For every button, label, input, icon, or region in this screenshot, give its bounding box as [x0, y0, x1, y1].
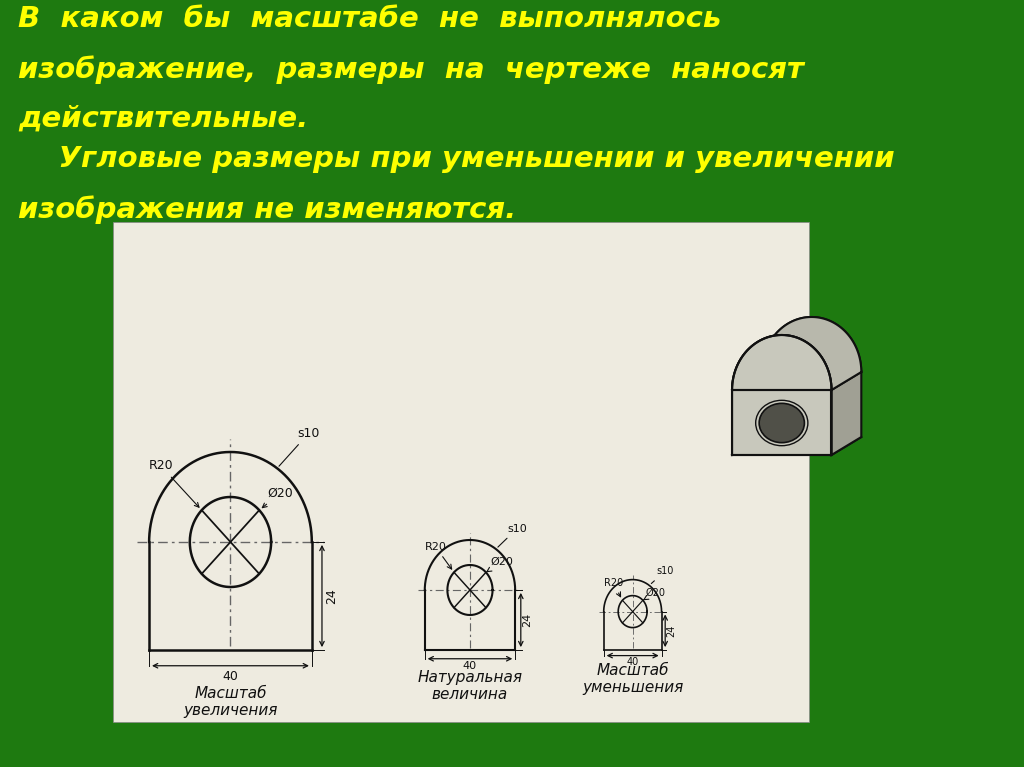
- Text: Угловые размеры при уменьшении и увеличении: Угловые размеры при уменьшении и увеличе…: [18, 145, 895, 173]
- Text: Масштаб
увеличения: Масштаб увеличения: [183, 686, 278, 719]
- Text: 40: 40: [463, 661, 477, 671]
- Text: действительные.: действительные.: [18, 105, 308, 133]
- Ellipse shape: [759, 403, 805, 443]
- Text: 24: 24: [667, 624, 676, 637]
- Text: 40: 40: [627, 657, 639, 667]
- Text: R20: R20: [603, 578, 623, 597]
- Text: s10: s10: [498, 524, 527, 547]
- Bar: [113, 222, 809, 722]
- Polygon shape: [732, 317, 861, 390]
- Polygon shape: [732, 335, 831, 455]
- Polygon shape: [831, 372, 861, 455]
- Text: s10: s10: [651, 566, 674, 584]
- Text: В  каком  бы  масштабе  не  выполнялось: В каком бы масштабе не выполнялось: [18, 5, 721, 33]
- Text: Масштаб
уменьшения: Масштаб уменьшения: [582, 663, 683, 695]
- Text: Ø20: Ø20: [262, 487, 293, 508]
- Text: изображение,  размеры  на  чертеже  наносят: изображение, размеры на чертеже наносят: [18, 55, 804, 84]
- Text: 40: 40: [222, 670, 239, 683]
- Text: Ø20: Ø20: [643, 588, 666, 601]
- Text: 24: 24: [522, 613, 532, 627]
- Text: Натуральная
величина: Натуральная величина: [418, 670, 522, 703]
- Text: 24: 24: [326, 588, 338, 604]
- Text: R20: R20: [425, 542, 452, 569]
- Text: Ø20: Ø20: [487, 557, 513, 571]
- Text: R20: R20: [148, 459, 199, 507]
- Text: s10: s10: [279, 426, 319, 466]
- Text: изображения не изменяются.: изображения не изменяются.: [18, 195, 516, 224]
